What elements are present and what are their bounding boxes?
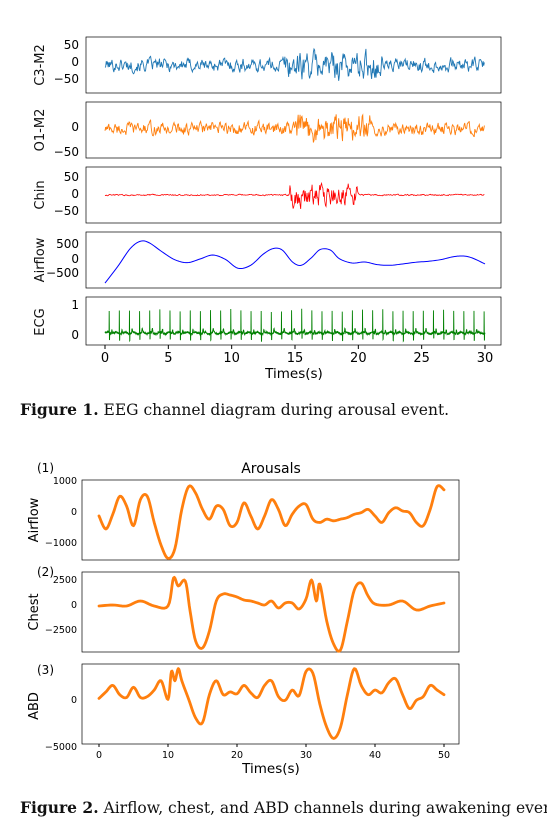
panel-ecg: ECG 1 0 (33, 296, 502, 346)
svg-text:0: 0 (96, 750, 102, 761)
panel-o1m2: O1-M2 0 −50 (33, 101, 502, 159)
figure-1-chart: C3-M2 50 0 −50 O1-M2 0 −50 Chin 50 0 −50… (33, 36, 502, 382)
figure-1-caption: Figure 1. EEG channel diagram during aro… (20, 400, 449, 419)
x-tick-10: 10 (223, 345, 240, 366)
chest-ytick-bot: −2500 (45, 625, 77, 636)
ecg-line (104, 308, 486, 343)
figure-1-caption-label: Figure 1. (20, 400, 99, 419)
figure-2-x-axis: 0 10 20 30 40 50 Times(s) (96, 744, 450, 777)
c3m2-ytick-mid: 0 (71, 55, 79, 69)
abd-panel-label: (3) (37, 663, 54, 677)
x-tick-0: 0 (101, 345, 109, 366)
chin-ytick-mid: 0 (71, 187, 79, 201)
x-tick-30: 30 (477, 345, 494, 366)
figure-2-title: Arousals (241, 461, 301, 477)
airflow-ytick-top: 500 (56, 237, 79, 251)
x2-tick-30: 30 (300, 744, 312, 761)
svg-text:30: 30 (477, 351, 494, 366)
x-tick-15: 15 (287, 345, 304, 366)
figure-2-caption-label: Figure 2. (20, 798, 99, 817)
abd-ytick-bot: −5000 (45, 742, 77, 753)
o1m2-ylabel: O1-M2 (33, 109, 48, 152)
svg-text:40: 40 (369, 750, 381, 761)
c3m2-ylabel: C3-M2 (33, 44, 48, 86)
x-tick-25: 25 (413, 345, 430, 366)
o1m2-ytick-0: 0 (71, 120, 79, 134)
o1m2-ytick-1: −50 (54, 145, 79, 159)
c3m2-ytick-top: 50 (64, 38, 79, 52)
svg-text:5: 5 (164, 351, 172, 366)
chin-line (104, 181, 485, 209)
x2-tick-20: 20 (231, 744, 243, 761)
x-tick-20: 20 (350, 345, 367, 366)
ecg-ytick-bot: 0 (71, 328, 79, 342)
svg-text:30: 30 (300, 750, 312, 761)
c3m2-ytick-bot: −50 (54, 72, 79, 86)
airflow-line (104, 240, 486, 284)
figure-1-xlabel: Times(s) (264, 366, 323, 382)
figure-2-caption-text: Airflow, chest, and ABD channels during … (98, 799, 547, 817)
svg-text:10: 10 (162, 750, 174, 761)
airflow-ytick-mid: 0 (71, 252, 79, 266)
abd-line (97, 667, 446, 740)
chest-ytick-top: 2500 (53, 575, 77, 586)
x2-tick-40: 40 (369, 744, 381, 761)
x2-tick-10: 10 (162, 744, 174, 761)
svg-text:10: 10 (223, 351, 240, 366)
svg-text:20: 20 (231, 750, 243, 761)
svg-text:25: 25 (413, 351, 430, 366)
chest-ytick-mid: 0 (71, 600, 77, 611)
figure-1-x-axis: 0 5 10 15 20 25 30 Times(s) (101, 345, 493, 382)
x-tick-5: 5 (164, 345, 172, 366)
svg-text:0: 0 (101, 351, 109, 366)
airflow-2-ylabel: Airflow (27, 497, 42, 542)
svg-text:50: 50 (438, 750, 450, 761)
airflow-2-panel-label: (1) (37, 461, 54, 475)
panel-c3m2: C3-M2 50 0 −50 (33, 36, 502, 94)
figure-2-chart: Arousals (1) Airflow 1000 0 −1000 (2) Ch… (27, 461, 460, 777)
panel-abd: (3) ABD 0 −5000 (27, 663, 460, 753)
chest-panel-label: (2) (37, 565, 54, 579)
panel-chest: (2) Chest 2500 0 −2500 (27, 565, 460, 653)
ecg-ylabel: ECG (33, 308, 48, 335)
abd-ytick-top: 0 (71, 695, 77, 706)
panel-airflow-2: (1) Airflow 1000 0 −1000 (27, 461, 460, 561)
o1m2-line (104, 113, 485, 143)
x2-tick-50: 50 (438, 744, 450, 761)
abd-ylabel: ABD (27, 692, 42, 720)
figure-2-caption: Figure 2. Airflow, chest, and ABD channe… (20, 798, 547, 817)
airflow-2-ytick-bot: −1000 (45, 538, 77, 549)
svg-text:15: 15 (287, 351, 304, 366)
panel-chin: Chin 50 0 −50 (33, 166, 502, 224)
airflow-ytick-bot: −500 (46, 266, 79, 280)
chest-line (97, 576, 446, 653)
airflow-ylabel: Airflow (33, 237, 48, 282)
figure-2-xlabel: Times(s) (241, 761, 300, 777)
x2-tick-0: 0 (96, 744, 102, 761)
chin-ylabel: Chin (33, 180, 48, 209)
panel-airflow: Airflow 500 0 −500 (33, 231, 502, 289)
ecg-ytick-top: 1 (71, 298, 79, 312)
chin-ytick-bot: −50 (54, 204, 79, 218)
chin-ytick-top: 50 (64, 170, 79, 184)
svg-text:20: 20 (350, 351, 367, 366)
figure-1-caption-text: EEG channel diagram during arousal event… (98, 401, 450, 419)
airflow-2-ytick-top: 1000 (53, 476, 77, 487)
c3m2-line (104, 47, 485, 81)
airflow-2-line (97, 484, 446, 560)
airflow-2-ytick-mid: 0 (71, 507, 77, 518)
chest-ylabel: Chest (27, 593, 42, 630)
